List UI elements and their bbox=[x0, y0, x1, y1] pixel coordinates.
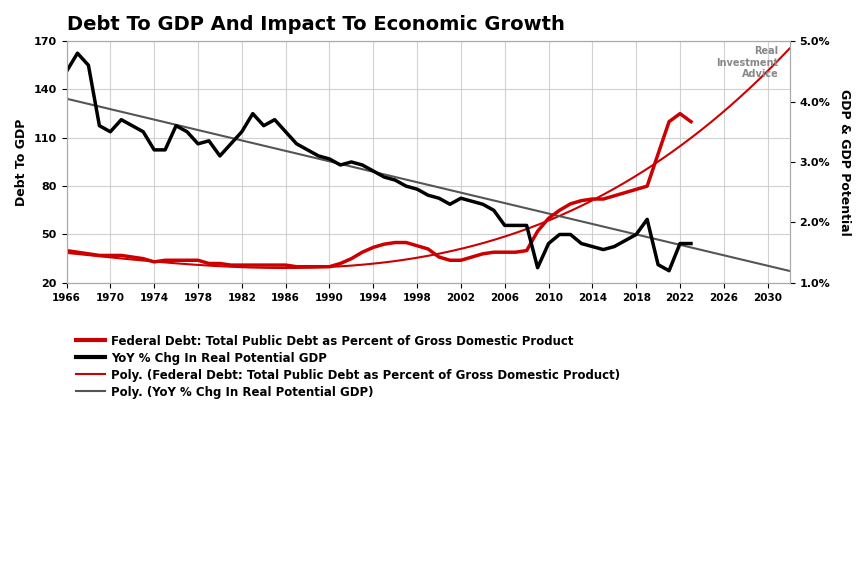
Text: Debt To GDP And Impact To Economic Growth: Debt To GDP And Impact To Economic Growt… bbox=[67, 15, 565, 34]
Y-axis label: GDP & GDP Potential: GDP & GDP Potential bbox=[838, 89, 851, 235]
Text: Real
Investment
Advice: Real Investment Advice bbox=[716, 46, 779, 79]
Y-axis label: Debt To GDP: Debt To GDP bbox=[15, 118, 28, 206]
Legend: Federal Debt: Total Public Debt as Percent of Gross Domestic Product, YoY % Chg : Federal Debt: Total Public Debt as Perce… bbox=[73, 331, 624, 403]
